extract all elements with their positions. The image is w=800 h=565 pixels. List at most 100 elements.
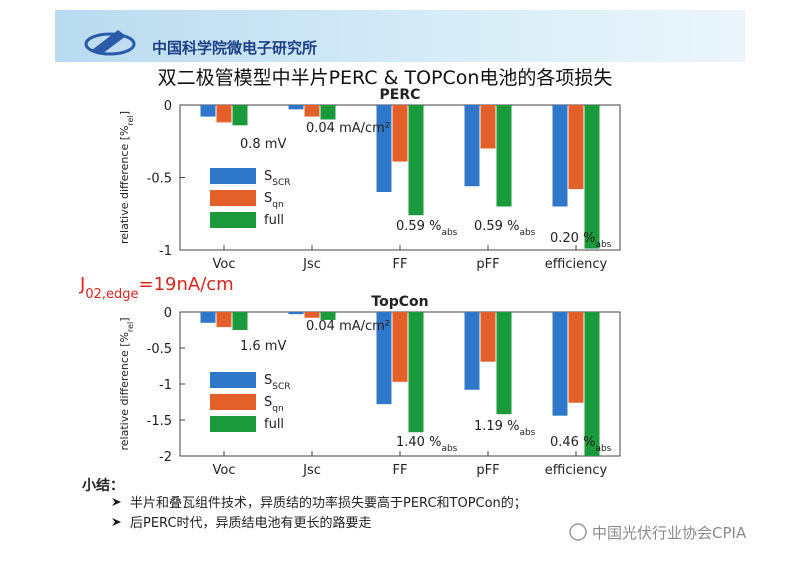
subscript: SCR (272, 382, 290, 392)
bar (552, 312, 568, 416)
legend-swatch (210, 416, 256, 432)
annotation: 0.04 mA/cm² (306, 121, 390, 136)
text-part: 1.40 % (396, 435, 441, 450)
subscript: rel (126, 322, 135, 332)
subscript: abs (519, 228, 535, 238)
bar (552, 105, 568, 207)
bar (408, 105, 424, 216)
bar (480, 105, 496, 149)
y-tick-label: -0.5 (147, 342, 172, 357)
header-banner (55, 10, 745, 62)
watermark-icon (569, 523, 587, 541)
text-part: ] (118, 317, 131, 321)
bar (480, 312, 496, 362)
bar (216, 312, 232, 328)
subscript: rel (126, 115, 135, 125)
x-tick-label: FF (393, 463, 408, 478)
text-part: 1.6 mV (240, 339, 286, 354)
text-part: 0.20 % (550, 231, 595, 246)
y-tick-label: -1 (159, 378, 172, 393)
subscript: abs (441, 228, 457, 238)
subscript: abs (441, 444, 457, 454)
y-tick-label: 0 (164, 99, 172, 114)
bar (216, 105, 232, 123)
bar (288, 105, 304, 110)
bar (584, 312, 600, 456)
x-tick-label: pFF (476, 257, 499, 272)
bar (200, 312, 216, 323)
org-name: 中国科学院微电子研究所 (152, 39, 317, 57)
bar (376, 312, 392, 405)
legend-swatch (210, 168, 256, 184)
y-tick-label: -0.5 (147, 172, 172, 187)
y-axis-label: relative difference [%rel] (118, 317, 135, 450)
text-part: full (264, 213, 284, 228)
annotation: 0.8 mV (240, 137, 286, 152)
subscript: SCR (272, 178, 290, 188)
bar (464, 312, 480, 390)
watermark: 中国光伏行业协会CPIA (592, 524, 747, 542)
subscript: abs (595, 444, 611, 454)
text-part: full (264, 417, 284, 432)
annotation: 0.46 %abs (550, 435, 612, 454)
bar (568, 105, 584, 190)
bar (392, 105, 408, 162)
text-part: J (79, 274, 85, 295)
note: J02,edge=19nA/cm (79, 274, 234, 302)
bullet-icon (112, 518, 121, 526)
x-tick-label: efficiency (545, 463, 608, 478)
subscript: abs (519, 428, 535, 438)
x-tick-label: Voc (213, 463, 236, 478)
bar (304, 105, 320, 117)
y-tick-label: 0 (164, 306, 172, 321)
subscript: abs (595, 240, 611, 250)
legend-swatch (210, 394, 256, 410)
x-tick-label: pFF (476, 463, 499, 478)
legend-label: Sqn (264, 395, 284, 414)
x-tick-label: FF (393, 257, 408, 272)
slide-title: 双二极管模型中半片PERC & TOPCon电池的各项损失 (158, 67, 613, 89)
text-part: ] (118, 111, 131, 115)
y-tick-label: -1 (159, 244, 172, 259)
text-part: 0.04 mA/cm² (306, 319, 390, 334)
subscript: 02,edge (85, 287, 138, 302)
summary-heading: 小结： (82, 477, 124, 494)
annotation: 0.59 %abs (474, 219, 536, 238)
bar (304, 312, 320, 318)
x-tick-label: Voc (213, 257, 236, 272)
chart-title: TopCon (371, 294, 428, 310)
title-box (128, 62, 642, 92)
annotation: 1.19 %abs (474, 419, 536, 438)
text-part: relative difference [% (118, 332, 131, 450)
legend-label: SSCR (264, 169, 291, 188)
bar (232, 312, 248, 330)
text-part: 1.19 % (474, 419, 519, 434)
bar (464, 105, 480, 187)
bar (288, 312, 304, 315)
subscript: qn (272, 404, 283, 414)
bar (584, 105, 600, 249)
text-part: 0.59 % (396, 219, 441, 234)
x-tick-label: Jsc (302, 257, 321, 272)
text-part: S (264, 395, 272, 410)
x-tick-label: efficiency (545, 257, 608, 272)
y-tick-label: -2 (159, 450, 172, 465)
legend-label: Sqn (264, 191, 284, 210)
annotation: 0.04 mA/cm² (306, 319, 390, 334)
bullet: 半片和叠瓦组件技术，异质结的功率损失要高于PERC和TOPCon的； (130, 495, 527, 511)
y-axis-label: relative difference [%rel] (118, 111, 135, 244)
subscript: qn (272, 200, 283, 210)
text-part: S (264, 169, 272, 184)
annotation: 0.20 %abs (550, 231, 612, 250)
bar (496, 105, 512, 207)
text-part: 0.04 mA/cm² (306, 121, 390, 136)
bar (496, 312, 512, 415)
annotation: 1.6 mV (240, 339, 286, 354)
x-tick-label: Jsc (302, 463, 321, 478)
bullet: 后PERC时代，异质结电池有更长的路要走 (130, 515, 372, 531)
y-tick-label: -1.5 (147, 414, 172, 429)
bullet-icon (112, 498, 121, 506)
text-part: relative difference [% (118, 126, 131, 244)
text-part: S (264, 373, 272, 388)
